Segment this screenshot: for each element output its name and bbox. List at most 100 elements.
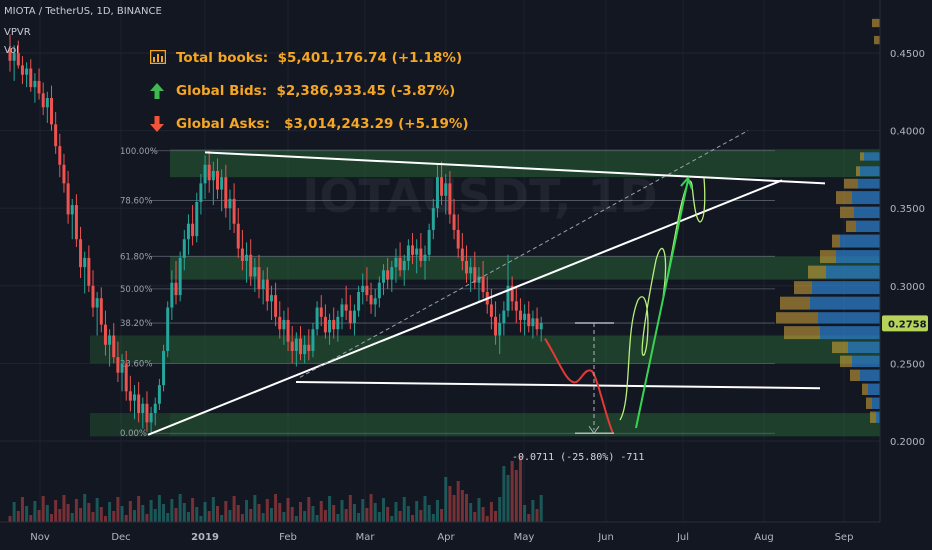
candle-body — [523, 313, 527, 320]
volume-bar — [220, 515, 224, 522]
candle-body — [157, 385, 161, 404]
candle-body — [16, 53, 20, 66]
volume-bar — [37, 510, 41, 522]
candle-body — [70, 205, 74, 215]
volume-bar — [477, 498, 481, 522]
candle-body — [539, 323, 543, 330]
volume-bar — [79, 508, 83, 522]
candle-body — [518, 310, 522, 320]
volume-bar — [153, 509, 157, 522]
volume-bar — [29, 515, 33, 522]
candle-body — [494, 316, 498, 336]
volume-bar — [8, 516, 12, 522]
y-tick-label: 0.3500 — [890, 204, 925, 215]
y-tick-label: 0.4000 — [890, 127, 925, 138]
candle-body — [357, 292, 361, 311]
volume-bar — [207, 511, 211, 522]
fib-label: 0.00% — [120, 429, 147, 439]
vpvr-bar-down — [872, 397, 880, 409]
support-zone — [170, 335, 880, 364]
volume-bar — [128, 501, 132, 522]
vpvr-bar-down — [876, 411, 880, 423]
candle-body — [37, 80, 41, 94]
candle-body — [435, 177, 439, 209]
volume-bar — [286, 498, 290, 522]
candle-body — [332, 319, 336, 330]
volume-bar — [514, 470, 518, 522]
volume-bar — [481, 507, 485, 522]
total-books-row: Total books: $5,401,176.74 (+1.18%) — [150, 50, 462, 66]
volume-bar — [352, 504, 356, 522]
candle-body — [274, 295, 278, 317]
candle-body — [41, 93, 45, 108]
indicator-vol[interactable]: Vol — [4, 45, 19, 56]
x-tick-label: Aug — [754, 532, 774, 543]
candle-body — [153, 403, 157, 414]
volume-bar — [16, 511, 20, 522]
volume-bar — [386, 507, 390, 522]
candle-body — [431, 208, 435, 230]
volume-bar — [523, 505, 527, 522]
vpvr-bar-down — [840, 234, 880, 248]
volume-bar — [216, 506, 219, 522]
candle-body — [220, 177, 224, 190]
volume-bar — [70, 513, 74, 522]
indicator-vpvr[interactable]: VPVR — [4, 27, 31, 38]
volume-bar — [303, 511, 307, 522]
volume-bar — [323, 510, 327, 522]
candle-body — [145, 403, 149, 423]
candle-body — [489, 304, 493, 317]
candle-body — [62, 164, 66, 184]
volume-bar — [116, 497, 120, 522]
volume-bar — [170, 499, 174, 522]
candle-body — [373, 298, 377, 305]
volume-bar — [460, 490, 464, 522]
candle-body — [328, 319, 332, 333]
fib-label: 38.20% — [120, 319, 152, 329]
volume-bar — [377, 512, 381, 522]
candle-body — [344, 304, 348, 311]
volume-bar — [50, 514, 53, 522]
candle-body — [460, 248, 464, 261]
x-tick-label: Jul — [676, 532, 689, 543]
volume-bar — [166, 513, 170, 522]
volume-bar — [282, 512, 286, 522]
candle-body — [257, 267, 261, 289]
candle-body — [261, 279, 265, 289]
x-tick-label: 2019 — [191, 532, 219, 543]
candle-body — [58, 146, 62, 165]
candle-body — [50, 98, 53, 125]
x-tick-label: May — [514, 532, 535, 543]
volume-bar — [518, 456, 522, 522]
volume-bar — [452, 495, 456, 522]
volume-bar — [203, 502, 207, 522]
candle-body — [535, 318, 539, 330]
current-price-tag — [882, 315, 928, 332]
symbol-title: MIOTA / TetherUS, 1D, BINANCE — [4, 6, 162, 17]
candle-body — [54, 124, 58, 147]
volume-bar — [224, 501, 228, 522]
candle-body — [170, 282, 174, 308]
candle-body — [253, 267, 257, 277]
candle-body — [415, 248, 419, 255]
candle-body — [191, 223, 195, 237]
vpvr-bar-down — [836, 250, 880, 264]
volume-bar — [299, 502, 302, 522]
volume-bar — [91, 512, 95, 522]
candle-body — [440, 177, 444, 196]
watermark: IOTAUSDT, 1D — [302, 169, 657, 223]
volume-bar — [494, 511, 498, 522]
volume-bar — [186, 512, 190, 522]
y-tick-label: 0.2500 — [890, 359, 925, 370]
candle-body — [319, 307, 323, 317]
volume-bar — [427, 505, 431, 522]
x-tick-label: Mar — [356, 532, 376, 543]
volume-bar — [357, 513, 361, 522]
volume-bar — [278, 503, 282, 522]
volume-bar — [469, 503, 473, 522]
volume-bar — [311, 506, 315, 522]
candle-body — [323, 316, 327, 333]
candle-body — [390, 267, 394, 280]
